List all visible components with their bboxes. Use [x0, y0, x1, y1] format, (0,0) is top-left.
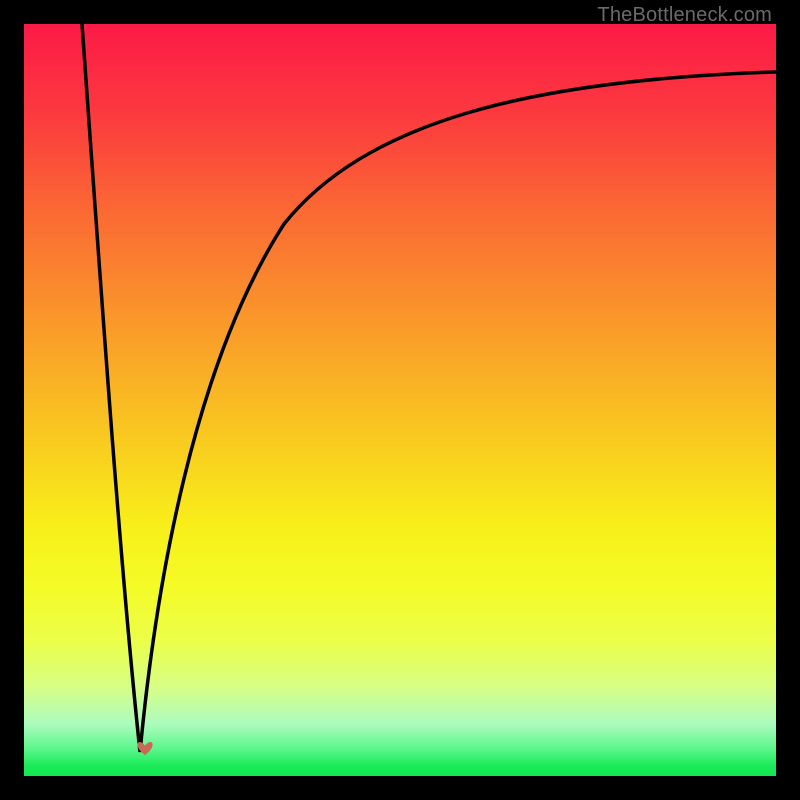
watermark-text: TheBottleneck.com	[597, 4, 772, 27]
chart-frame	[24, 24, 776, 776]
gradient-background	[24, 24, 776, 776]
